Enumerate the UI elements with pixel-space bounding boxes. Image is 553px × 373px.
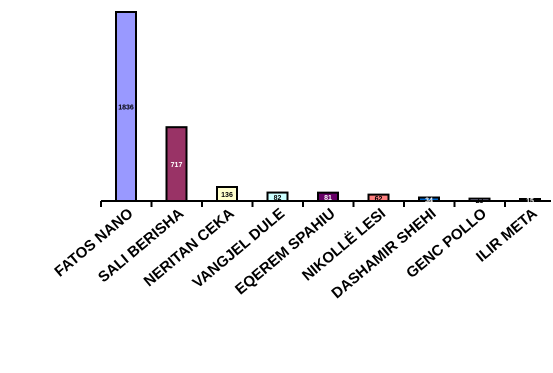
bars bbox=[115, 11, 541, 203]
data-label: 62 bbox=[375, 196, 383, 203]
data-label: 82 bbox=[274, 195, 282, 202]
data-label: 1836 bbox=[118, 105, 134, 112]
data-label: 23 bbox=[476, 198, 484, 205]
x-tick-label: SALI BERISHA bbox=[95, 205, 187, 286]
data-label: 81 bbox=[324, 195, 332, 202]
x-tick-label: NERITAN CEKA bbox=[141, 205, 238, 290]
data-label: 136 bbox=[221, 192, 233, 199]
data-label: 15 bbox=[526, 198, 534, 205]
data-labels: 1836 717 136 82 81 62 34 23 15 bbox=[118, 105, 534, 206]
data-label: 34 bbox=[425, 197, 433, 204]
x-axis-ticks bbox=[100, 201, 506, 207]
data-label: 717 bbox=[171, 162, 183, 169]
